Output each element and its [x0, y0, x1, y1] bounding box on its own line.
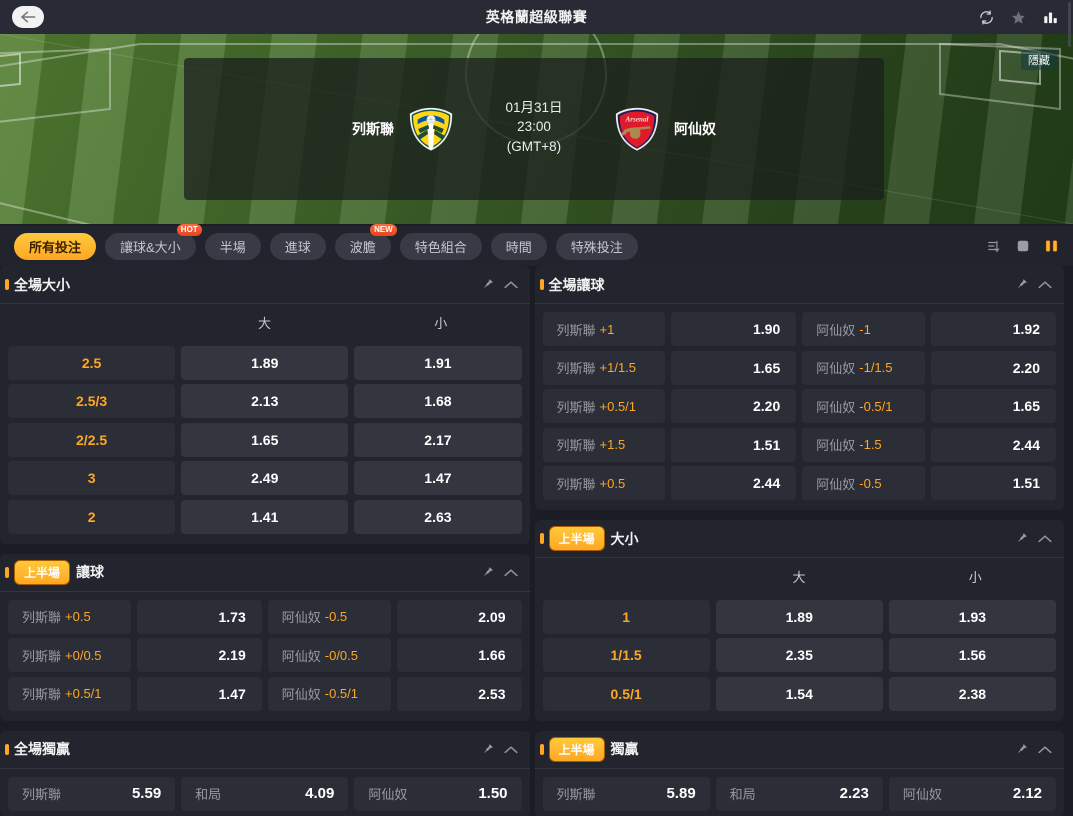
svg-text:Arsenal: Arsenal — [625, 116, 649, 124]
